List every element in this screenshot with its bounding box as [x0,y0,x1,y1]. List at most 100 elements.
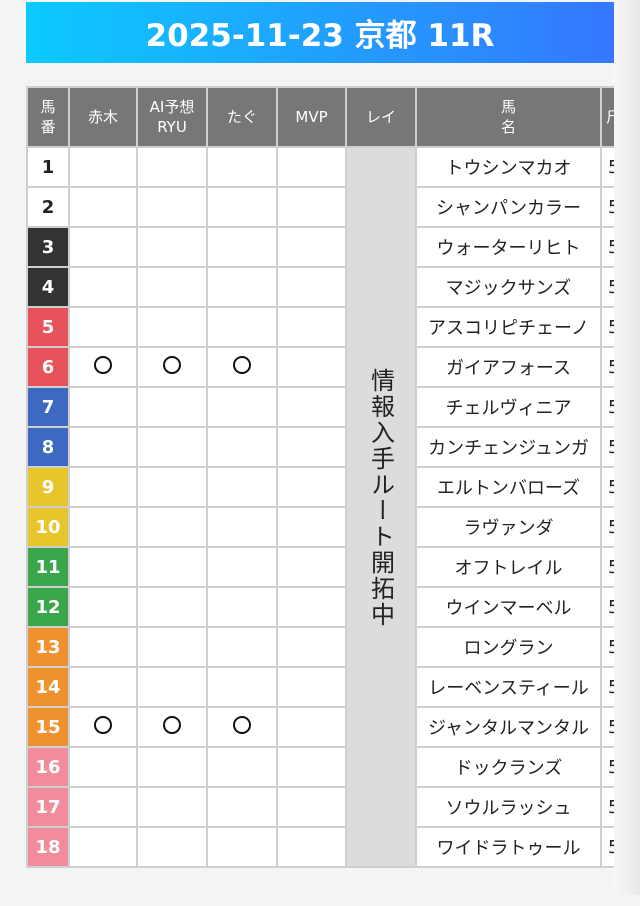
horse-number: 10 [26,506,70,548]
header-rei: レイ [345,86,417,148]
akagi-cell [68,666,138,708]
header-horse-number: 馬 番 [26,86,70,148]
horse-number: 8 [26,426,70,468]
mvp-cell [276,386,347,428]
weight-cell: 5 [600,146,614,188]
akagi-cell [68,146,138,188]
header-label: 赤木 [87,108,118,126]
race-title: 2025-11-23 京都 11R [26,2,614,63]
weight-cell: 5 [600,826,614,868]
akagi-cell [68,346,138,388]
horse-number: 13 [26,626,70,668]
horse-number: 3 [26,226,70,268]
akagi-cell [68,426,138,468]
ai-ryu-cell [136,506,208,548]
akagi-cell [68,746,138,788]
ai-ryu-cell [136,786,208,828]
table-row: 10 ラヴァンダ 5 [26,506,614,548]
tagu-cell [206,186,278,228]
tagu-cell [206,466,278,508]
weight-cell: 5 [600,706,614,748]
horse-name: オフトレイル [415,546,602,588]
mvp-cell [276,506,347,548]
header-tagu: たぐ [206,86,278,148]
ai-ryu-cell [136,306,208,348]
weight-cell: 5 [600,466,614,508]
horse-name: レーベンスティール [415,666,602,708]
tagu-cell [206,266,278,308]
horse-number: 12 [26,586,70,628]
ai-ryu-cell [136,266,208,308]
ai-ryu-cell [136,186,208,228]
mvp-cell [276,826,347,868]
akagi-cell [68,266,138,308]
header-label: たぐ [226,108,257,126]
ai-ryu-cell [136,426,208,468]
tagu-cell [206,666,278,708]
horse-number: 6 [26,346,70,388]
horse-name: カンチェンジュンガ [415,426,602,468]
table-row: 6 ガイアフォース 5 [26,346,614,388]
horse-number: 16 [26,746,70,788]
weight-cell: 5 [600,786,614,828]
mvp-cell [276,266,347,308]
header-weight: 斤 [600,86,614,148]
prediction-table-container[interactable]: 馬 番 赤木 AI予想 RYU たぐ MVP レイ 馬 名 斤 1 情報入手ルート… [26,86,614,906]
horse-number: 18 [26,826,70,868]
horse-name: トウシンマカオ [415,146,602,188]
weight-cell: 5 [600,186,614,228]
circle-mark-icon [163,715,181,734]
table-row: 13 ロングラン 5 [26,626,614,668]
tagu-cell [206,626,278,668]
header-label: 斤 [606,108,614,126]
mvp-cell [276,146,347,188]
akagi-cell [68,786,138,828]
akagi-cell [68,226,138,268]
header-label: レイ [365,108,396,126]
header-row: 馬 番 赤木 AI予想 RYU たぐ MVP レイ 馬 名 斤 [26,86,614,148]
ai-ryu-cell [136,706,208,748]
horse-name: ロングラン [415,626,602,668]
table-row: 8 カンチェンジュンガ 5 [26,426,614,468]
rei-merged-cell: 情報入手ルート開拓中 [345,146,417,868]
horse-name: ワイドラトゥール [415,826,602,868]
table-row: 5 アスコリピチェーノ 5 [26,306,614,348]
table-row: 18 ワイドラトゥール 5 [26,826,614,868]
ai-ryu-cell [136,546,208,588]
akagi-cell [68,386,138,428]
weight-cell: 5 [600,306,614,348]
ai-ryu-cell [136,386,208,428]
tagu-cell [206,146,278,188]
weight-cell: 5 [600,346,614,388]
ai-ryu-cell [136,666,208,708]
header-mvp: MVP [276,86,347,148]
mvp-cell [276,746,347,788]
horse-name: マジックサンズ [415,266,602,308]
tagu-cell [206,386,278,428]
table-row: 15 ジャンタルマンタル 5 [26,706,614,748]
weight-cell: 5 [600,426,614,468]
akagi-cell [68,826,138,868]
tagu-cell [206,346,278,388]
header-ai-ryu: AI予想 RYU [136,86,208,148]
akagi-cell [68,626,138,668]
circle-mark-icon [163,355,181,374]
akagi-cell [68,186,138,228]
horse-name: チェルヴィニア [415,386,602,428]
horse-name: ソウルラッシュ [415,786,602,828]
circle-mark-icon [233,715,251,734]
horse-name: エルトンバローズ [415,466,602,508]
table-row: 11 オフトレイル 5 [26,546,614,588]
header-horse-name: 馬 名 [415,86,602,148]
horse-name: ラヴァンダ [415,506,602,548]
mvp-cell [276,626,347,668]
tagu-cell [206,706,278,748]
mvp-cell [276,706,347,748]
tagu-cell [206,306,278,348]
table-row: 7 チェルヴィニア 5 [26,386,614,428]
tagu-cell [206,226,278,268]
circle-mark-icon [94,715,112,734]
weight-cell: 5 [600,506,614,548]
table-row: 14 レーベンスティール 5 [26,666,614,708]
horse-number: 2 [26,186,70,228]
